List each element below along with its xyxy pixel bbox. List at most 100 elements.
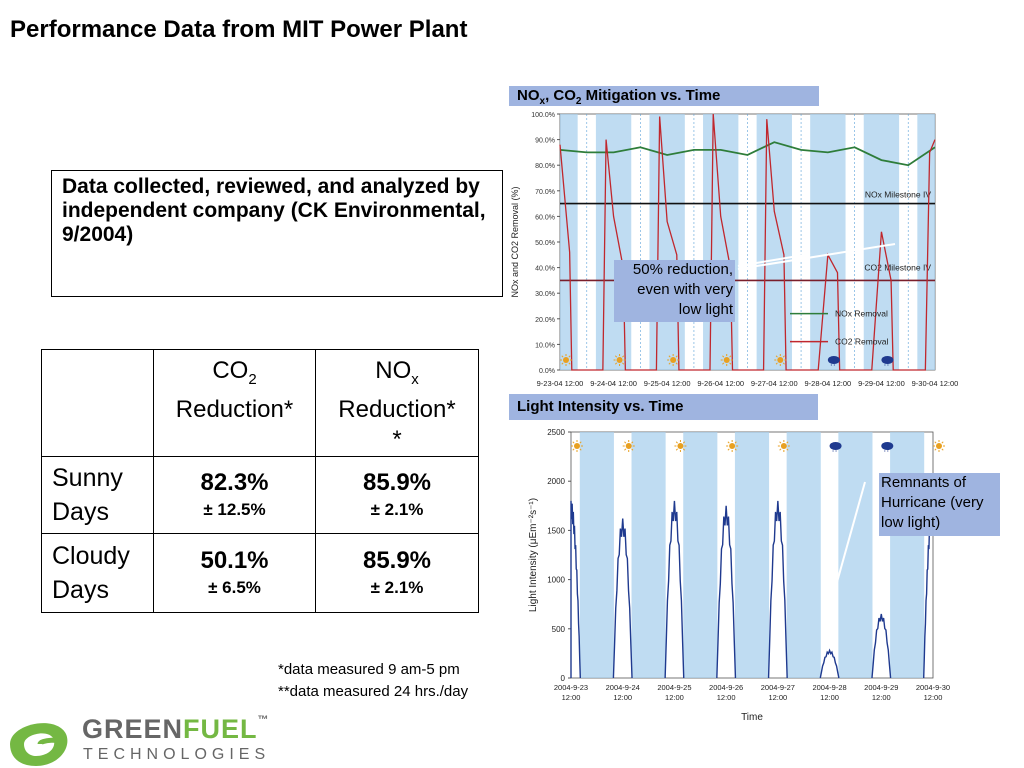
sun-icon-ray — [722, 355, 725, 358]
co2-header-line2: Reduction* — [175, 395, 294, 423]
row-label-line1: Cloudy — [52, 542, 130, 570]
rain-cloud-icon — [827, 356, 840, 364]
y-tick-label: 500 — [552, 625, 566, 634]
sun-icon-ray — [729, 355, 732, 358]
chart1-callout: 50% reduction, even with very low light — [614, 260, 735, 322]
x-tick-date: 2004-9-28 — [812, 683, 846, 692]
sun-icon-ray — [622, 355, 625, 358]
sun-icon-ray — [572, 448, 575, 451]
night-band — [683, 432, 718, 678]
co2-header-sub: 2 — [248, 370, 257, 388]
nox-removal-series — [559, 141, 936, 167]
sunny-co2-error: ± 12.5% — [203, 500, 266, 519]
light-intensity-series — [570, 500, 934, 679]
sun-icon-ray — [631, 448, 634, 451]
sun-icon-ray — [675, 355, 678, 358]
sun-icon — [777, 357, 784, 363]
row-label-line1: Sunny — [52, 464, 123, 492]
chart1-title-part: NO — [517, 87, 540, 104]
milestone-label: NOx Milestone IV — [865, 190, 931, 200]
x-tick-date: 2004-9-25 — [657, 683, 691, 692]
x-tick-time: 12:00 — [872, 693, 891, 702]
sun-icon-ray — [579, 441, 582, 444]
sun-icon-ray — [775, 362, 778, 365]
page-title: Performance Data from MIT Power Plant — [10, 16, 468, 43]
greenfuel-logo: GREENFUEL™ TECHNOLOGIES — [0, 708, 280, 768]
sun-icon-ray — [786, 441, 789, 444]
cloudy-nox-cell: 85.9% ± 2.1% — [315, 533, 479, 613]
cloudy-nox-error: ± 2.1% — [370, 578, 424, 597]
x-tick-label: 9-30-04 12:00 — [912, 379, 959, 388]
sun-icon-ray — [561, 362, 564, 365]
sun-icon-ray — [727, 441, 730, 444]
footnote-2: **data measured 24 hrs./day — [278, 683, 469, 700]
sun-icon-ray — [941, 448, 944, 451]
rain-cloud-icon — [881, 356, 894, 364]
results-table: CO2 Reduction* NOx Reduction* * Sunny Da… — [41, 349, 479, 613]
sun-icon-ray — [941, 441, 944, 444]
x-tick-label: 9-26-04 12:00 — [697, 379, 744, 388]
nox-header: NOx Reduction* * — [315, 349, 479, 457]
callout-arrow — [831, 481, 866, 601]
row-label-line2: Days — [52, 498, 109, 526]
sun-icon-ray — [568, 355, 571, 358]
night-band — [863, 114, 900, 370]
sun-icon-ray — [722, 362, 725, 365]
chart1-title-sub: x — [539, 96, 546, 107]
sunny-nox-error: ± 2.1% — [370, 500, 424, 519]
night-band — [579, 432, 614, 678]
sun-icon-ray — [624, 448, 627, 451]
night-band — [810, 114, 846, 370]
y-tick-label: 2500 — [547, 428, 565, 437]
table-header-row: CO2 Reduction* NOx Reduction* * — [41, 349, 479, 457]
y-axis-label: Light Intensity (μEm⁻²s⁻¹) — [528, 498, 539, 612]
rain-cloud-icon — [881, 442, 894, 450]
greenfuel-logo-mark — [10, 723, 68, 766]
sun-icon — [723, 357, 730, 363]
co2-header: CO2 Reduction* — [153, 349, 316, 457]
x-tick-time: 12:00 — [613, 693, 632, 702]
nox-co2-chart: 0.0% 10.0% 20.0% 30.0% 40.0% 50.0% 60.0% 70.0% 8… — [510, 112, 959, 388]
night-band — [786, 432, 821, 678]
x-tick-date: 2004-9-29 — [864, 683, 898, 692]
sun-icon-ray — [734, 441, 737, 444]
night-band — [756, 114, 792, 370]
sun-icon-ray — [934, 448, 937, 451]
sun-icon-ray — [779, 448, 782, 451]
nox-header-line3: * — [392, 425, 402, 453]
sun-icon-ray — [782, 355, 785, 358]
sun-icon-ray — [727, 448, 730, 451]
table-corner-cell — [41, 349, 154, 457]
sun-icon-ray — [675, 362, 678, 365]
sun-icon-ray — [675, 441, 678, 444]
cloudy-nox-value: 85.9% — [362, 547, 432, 574]
night-band — [595, 114, 632, 370]
callout-arrow — [737, 253, 811, 267]
rain-cloud-icon — [829, 442, 842, 450]
y-tick-label: 1000 — [547, 576, 565, 585]
sun-icon — [563, 357, 569, 363]
intro-box — [51, 170, 503, 297]
y-tick-label: 50.0% — [535, 240, 555, 247]
chart1-title-sub: 2 — [575, 96, 582, 107]
nox-header-sub: x — [411, 370, 419, 388]
light-intensity-chart: 050010001500200025002004-9-2312:002004-9… — [528, 428, 950, 723]
y-tick-label: 30.0% — [535, 291, 555, 298]
legend-label: NOx Removal — [835, 309, 888, 319]
sun-icon-ray — [622, 362, 625, 365]
milestone-label: CO2 Milestone IV — [864, 262, 931, 272]
x-tick-label: 9-29-04 12:00 — [858, 379, 905, 388]
sun-icon — [677, 443, 684, 449]
sun-icon-ray — [624, 441, 627, 444]
y-tick-label: 2000 — [547, 477, 565, 486]
sun-icon-ray — [572, 441, 575, 444]
logo-word-fuel: FUEL — [183, 714, 258, 744]
nox-header-main: NO — [375, 357, 412, 384]
nox-header-line2: Reduction* — [338, 395, 456, 423]
y-tick-label: 20.0% — [535, 317, 555, 324]
sun-icon — [625, 443, 632, 449]
sun-icon — [936, 443, 942, 449]
table-row: Cloudy Days 50.1% ± 6.5% 85.9% ± 2.1% — [41, 533, 479, 613]
sun-icon-ray — [568, 362, 571, 365]
sun-icon — [670, 357, 677, 363]
